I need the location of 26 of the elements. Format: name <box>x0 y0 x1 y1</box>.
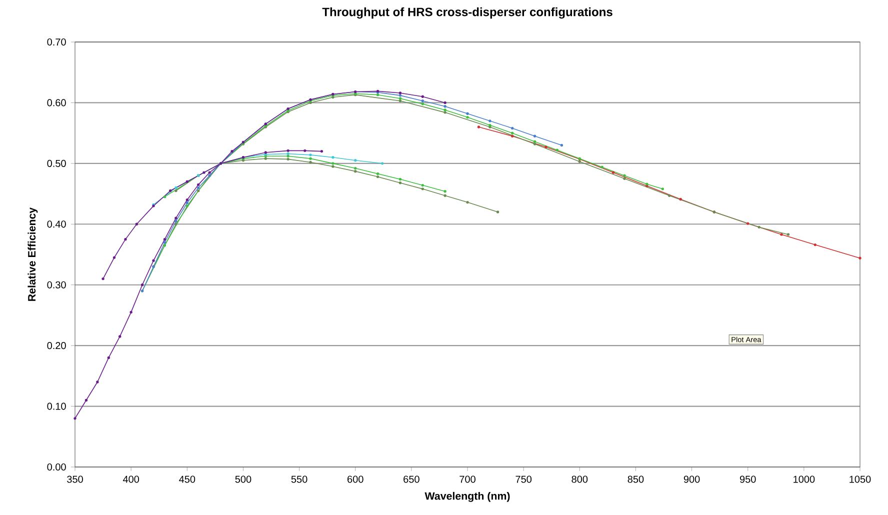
x-tick-label: 450 <box>179 476 196 483</box>
x-tick-label: 750 <box>516 476 532 483</box>
y-axis-title: Relative Efficiency <box>28 207 38 301</box>
y-tick-label: 0.00 <box>47 463 66 471</box>
x-tick-label: 350 <box>67 476 83 483</box>
x-axis-title: Wavelength (nm) <box>424 492 510 502</box>
x-tick-label: 1050 <box>850 476 871 483</box>
y-tick-label: 0.70 <box>47 38 66 46</box>
x-tick-label: 1000 <box>794 476 815 483</box>
x-tick-label: 600 <box>348 476 364 483</box>
y-tick-label: 0.50 <box>47 160 66 167</box>
y-tick-label: 0.40 <box>47 220 66 228</box>
x-tick-label: 650 <box>404 476 420 483</box>
x-tick-label: 800 <box>572 476 588 483</box>
x-tick-label: 500 <box>235 476 252 483</box>
y-tick-label: 0.20 <box>47 342 66 350</box>
x-tick-label: 400 <box>122 476 140 483</box>
x-tick-label: 700 <box>460 476 476 483</box>
x-tick-label: 950 <box>740 476 756 483</box>
chart-title: Throughput of HRS cross-disperser configurations <box>322 7 612 19</box>
x-tick-label: 550 <box>291 476 308 483</box>
y-tick-label: 0.30 <box>47 281 66 288</box>
y-tick-label: 0.10 <box>47 402 66 410</box>
x-tick-label: 850 <box>628 476 644 483</box>
y-tick-label: 0.60 <box>47 99 66 106</box>
x-tick-label: 900 <box>684 476 700 483</box>
